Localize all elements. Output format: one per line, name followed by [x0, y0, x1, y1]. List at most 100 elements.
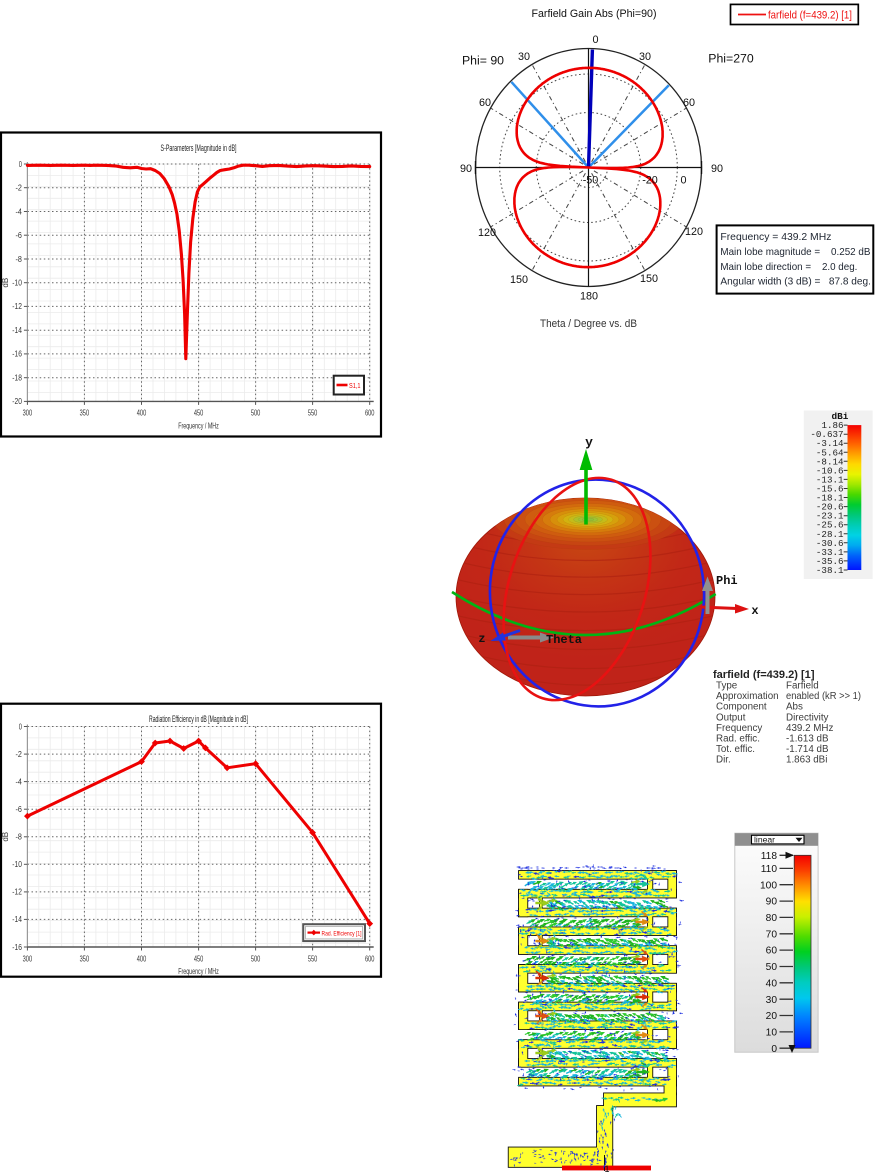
svg-text:0: 0 — [592, 34, 598, 46]
svg-text:-14: -14 — [12, 325, 22, 335]
svg-text:50: 50 — [766, 962, 778, 973]
svg-text:-0.637: -0.637 — [810, 429, 843, 440]
svg-text:dBi: dBi — [832, 411, 849, 422]
svg-text:Farfield: Farfield — [786, 681, 819, 692]
svg-text:550: 550 — [308, 408, 318, 418]
svg-text:Frequency = 439.2 MHz: Frequency = 439.2 MHz — [720, 232, 831, 243]
svg-text:-25.6: -25.6 — [816, 520, 844, 531]
svg-text:100: 100 — [760, 880, 777, 891]
svg-text:-10: -10 — [12, 278, 22, 288]
svg-text:350: 350 — [80, 408, 90, 418]
svg-text:Directivity: Directivity — [786, 712, 829, 723]
svg-text:90: 90 — [711, 163, 723, 175]
svg-text:-12: -12 — [12, 887, 22, 897]
svg-text:Phi=270: Phi=270 — [708, 52, 754, 66]
svg-text:Output: Output — [716, 712, 746, 723]
svg-text:Dir.: Dir. — [716, 755, 731, 766]
svg-text:Rad. effic.: Rad. effic. — [716, 734, 760, 745]
svg-text:-2: -2 — [16, 183, 23, 193]
svg-text:-20: -20 — [642, 175, 658, 187]
svg-text:-4: -4 — [16, 776, 23, 786]
svg-text:600: 600 — [365, 408, 375, 418]
svg-text:Abs: Abs — [786, 702, 803, 713]
svg-text:Theta / Degree vs. dB: Theta / Degree vs. dB — [540, 318, 637, 330]
svg-text:30: 30 — [639, 51, 651, 63]
svg-text:60: 60 — [683, 97, 695, 109]
svg-text:Tot. effic.: Tot. effic. — [716, 744, 755, 755]
svg-text:-14: -14 — [12, 914, 22, 924]
svg-text:S-Parameters [Magnitude in dB]: S-Parameters [Magnitude in dB] — [161, 143, 237, 153]
svg-text:450: 450 — [194, 953, 204, 963]
svg-text:-10.6: -10.6 — [816, 465, 844, 476]
svg-text:-20: -20 — [12, 396, 22, 406]
svg-text:-8.14: -8.14 — [816, 456, 844, 467]
svg-text:40: 40 — [766, 978, 778, 989]
svg-text:120: 120 — [478, 227, 496, 239]
svg-text:Radiation Efficiency in dB [Ma: Radiation Efficiency in dB [Magnitude in… — [149, 714, 248, 724]
svg-text:-3.14: -3.14 — [816, 438, 844, 449]
svg-text:-15.6: -15.6 — [816, 484, 844, 495]
svg-text:550: 550 — [308, 953, 318, 963]
svg-text:30: 30 — [766, 995, 778, 1006]
svg-text:enabled (kR >> 1): enabled (kR >> 1) — [786, 691, 861, 702]
svg-text:linear: linear — [754, 834, 775, 844]
svg-text:-28.1: -28.1 — [816, 529, 844, 540]
svg-text:180: 180 — [580, 291, 598, 303]
svg-text:-10: -10 — [12, 859, 22, 869]
svg-text:Component: Component — [716, 702, 767, 713]
svg-text:z: z — [478, 632, 485, 646]
svg-text:y: y — [585, 435, 593, 450]
svg-text:Approximation: Approximation — [716, 691, 779, 702]
svg-text:300: 300 — [23, 408, 33, 418]
svg-text:Rad. Efficiency [1]: Rad. Efficiency [1] — [322, 930, 362, 937]
svg-text:90: 90 — [766, 897, 778, 908]
svg-text:dB: dB — [1, 832, 10, 842]
svg-text:-18.1: -18.1 — [816, 493, 844, 504]
svg-text:439.2 MHz: 439.2 MHz — [786, 723, 833, 734]
svg-text:-16: -16 — [12, 942, 22, 952]
svg-text:90: 90 — [460, 163, 472, 175]
svg-text:1.863 dBi: 1.863 dBi — [786, 755, 827, 766]
svg-text:-20.6: -20.6 — [816, 502, 844, 513]
svg-text:-13.1: -13.1 — [816, 474, 844, 485]
svg-text:30: 30 — [518, 51, 530, 63]
svg-text:0: 0 — [680, 175, 686, 187]
svg-text:Farfield Gain Abs (Phi=90): Farfield Gain Abs (Phi=90) — [532, 8, 657, 20]
svg-text:x: x — [751, 604, 758, 618]
svg-text:70: 70 — [766, 929, 778, 940]
svg-text:-1.613 dB: -1.613 dB — [786, 734, 829, 745]
svg-text:600: 600 — [365, 953, 375, 963]
svg-text:-50: -50 — [583, 175, 599, 187]
svg-text:-8: -8 — [16, 254, 23, 264]
svg-text:dB: dB — [1, 278, 10, 288]
svg-text:350: 350 — [80, 953, 90, 963]
svg-text:-33.1: -33.1 — [816, 547, 844, 558]
svg-text:-23.1: -23.1 — [816, 511, 844, 522]
svg-text:0: 0 — [19, 159, 22, 169]
svg-text:110: 110 — [761, 864, 778, 875]
svg-text:300: 300 — [23, 953, 33, 963]
svg-text:farfield (f=439.2) [1]: farfield (f=439.2) [1] — [713, 669, 815, 681]
svg-text:-2: -2 — [16, 749, 23, 759]
svg-text:1: 1 — [604, 1164, 609, 1173]
svg-text:500: 500 — [251, 408, 261, 418]
svg-text:farfield (f=439.2) [1]: farfield (f=439.2) [1] — [768, 9, 852, 21]
svg-text:450: 450 — [194, 408, 204, 418]
svg-text:-12: -12 — [12, 301, 22, 311]
svg-text:S1,1: S1,1 — [349, 381, 361, 390]
svg-text:80: 80 — [766, 913, 778, 924]
svg-text:Frequency / MHz: Frequency / MHz — [178, 421, 219, 431]
svg-text:400: 400 — [137, 953, 147, 963]
svg-text:Main lobe magnitude = 0.252: Main lobe magnitude = 0.252 dB — [720, 247, 870, 258]
svg-text:500: 500 — [251, 953, 261, 963]
svg-text:120: 120 — [685, 226, 703, 238]
svg-text:-16: -16 — [12, 349, 22, 359]
svg-text:Angular width (3 dB) = 87.8: Angular width (3 dB) = 87.8 deg. — [720, 277, 871, 288]
svg-text:0: 0 — [19, 721, 22, 731]
svg-text:Frequency / MHz: Frequency / MHz — [178, 966, 219, 976]
svg-text:400: 400 — [137, 408, 147, 418]
svg-text:60: 60 — [766, 946, 778, 957]
svg-text:60: 60 — [479, 97, 491, 109]
svg-text:150: 150 — [640, 273, 658, 285]
svg-text:-35.6: -35.6 — [816, 556, 844, 567]
